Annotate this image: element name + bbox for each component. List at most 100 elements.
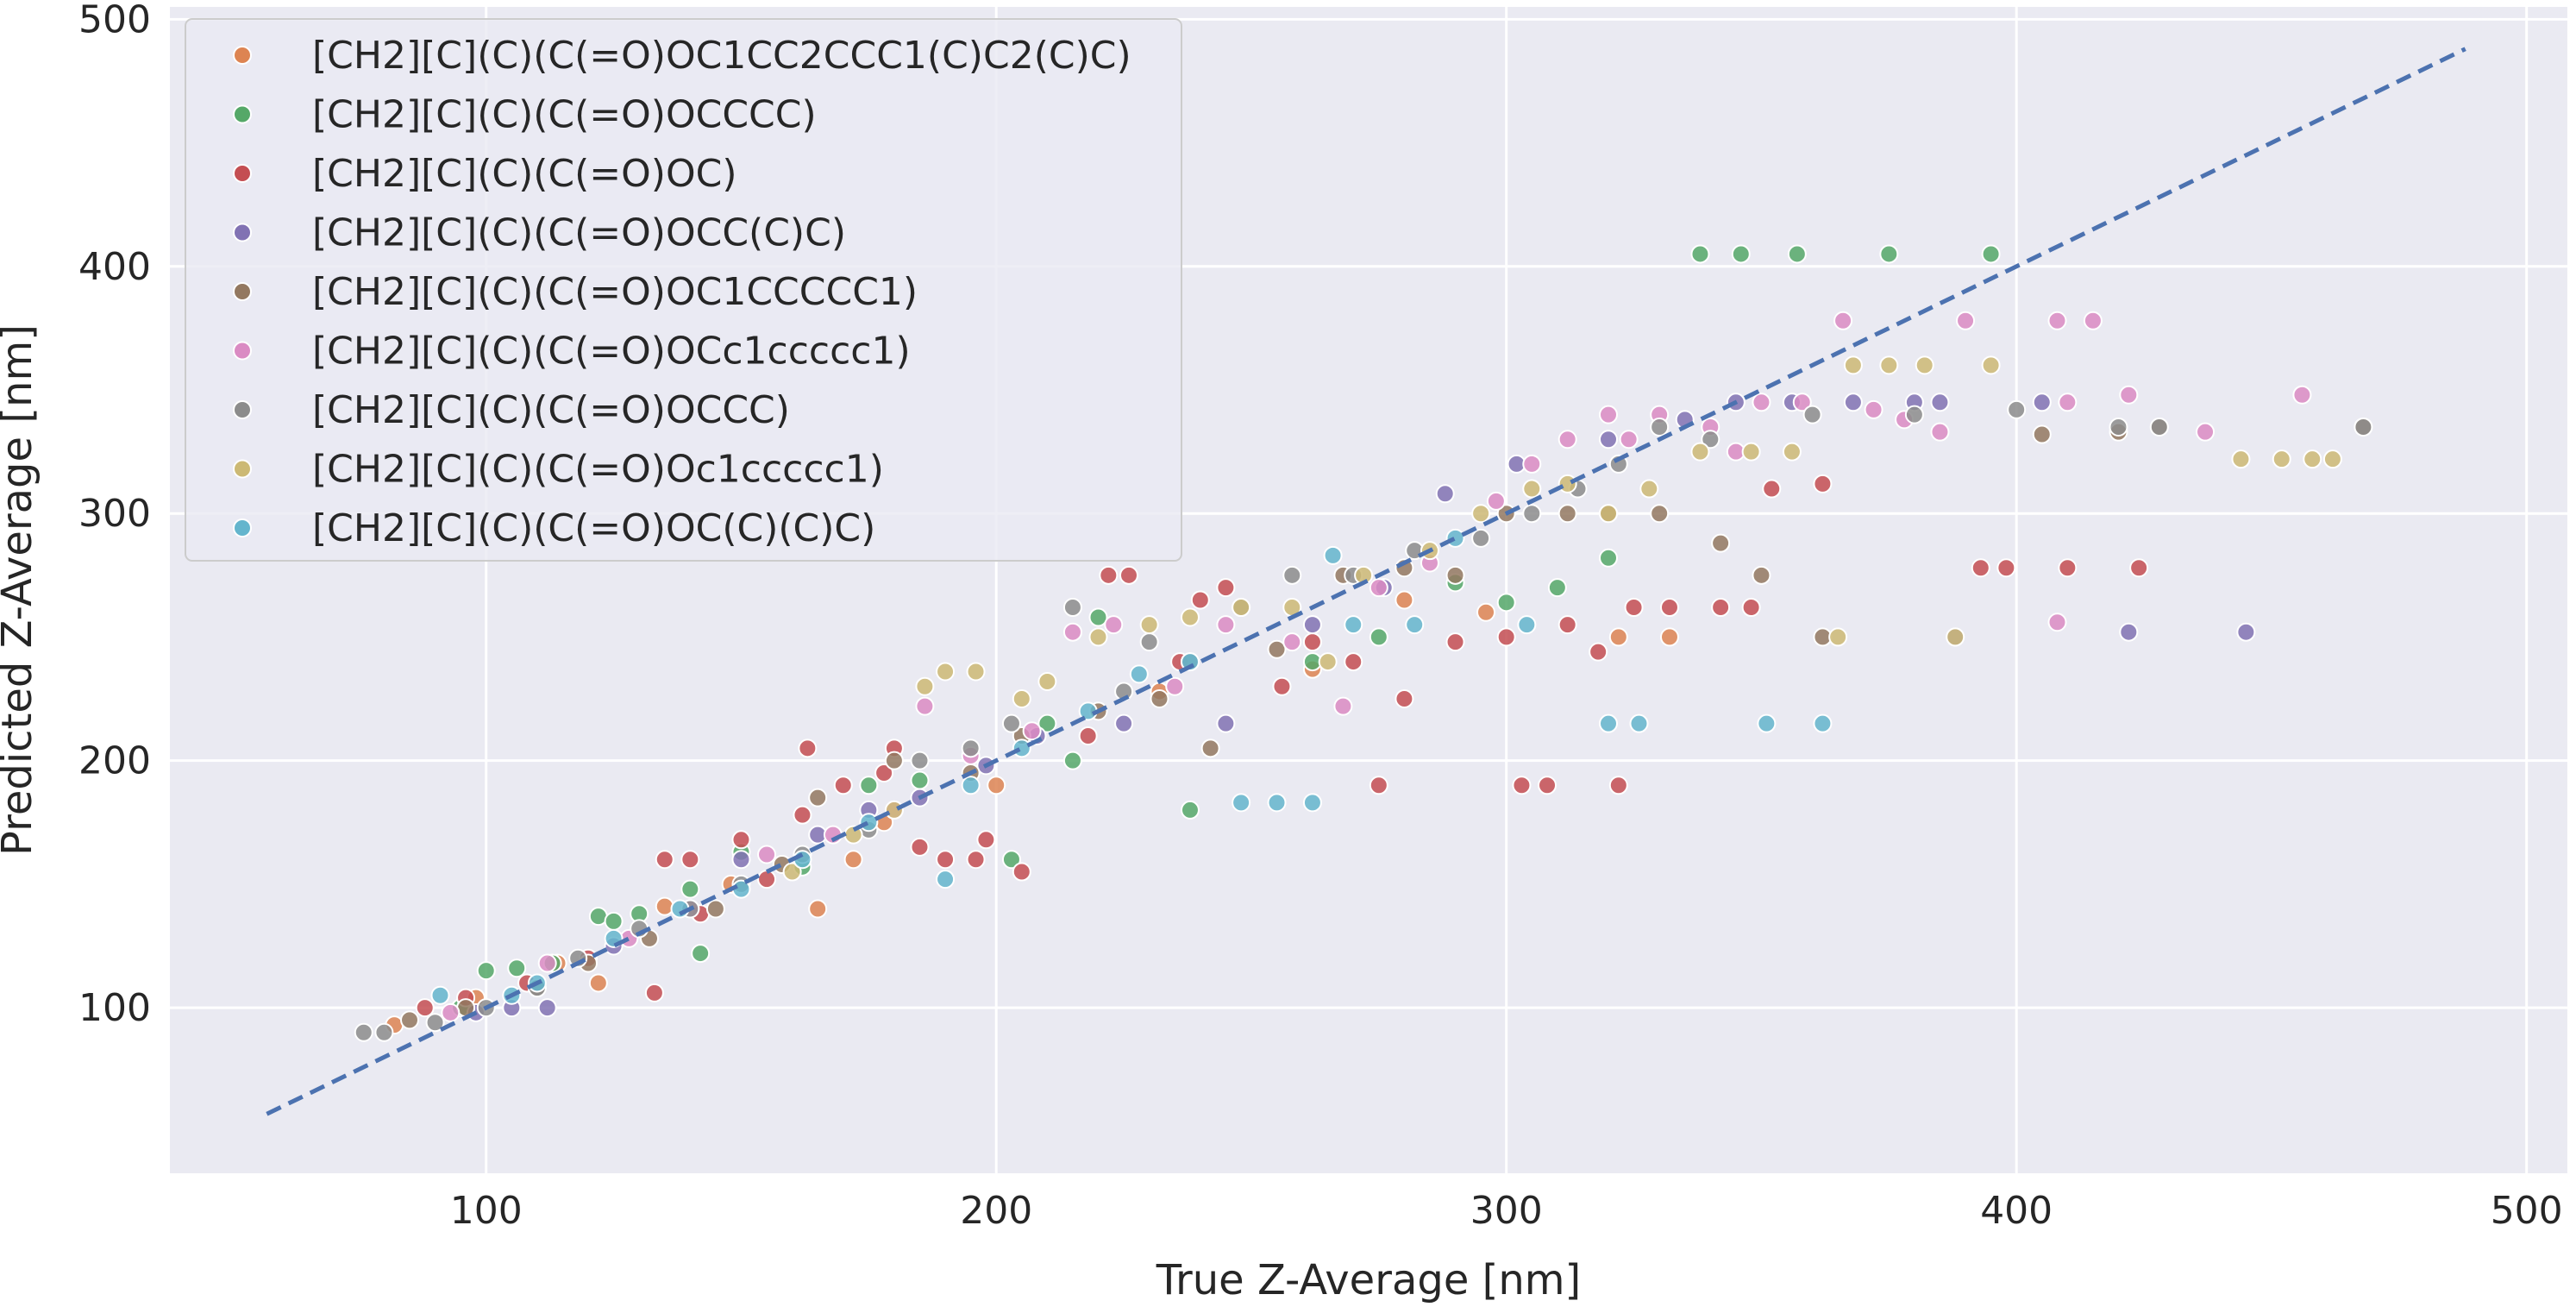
data-point: [1267, 793, 1287, 813]
data-point: [1062, 622, 1082, 642]
data-point: [1904, 405, 1924, 424]
data-point: [1282, 565, 1302, 585]
data-point: [1762, 479, 1782, 499]
data-point: [430, 985, 450, 1005]
data-point: [884, 751, 904, 770]
data-point: [1180, 652, 1200, 672]
data-point: [936, 662, 956, 682]
data-point: [1659, 598, 1679, 618]
data-point: [915, 696, 935, 716]
data-point: [966, 850, 986, 870]
data-point: [757, 845, 777, 864]
data-point: [1981, 244, 2001, 264]
data-point: [2272, 449, 2291, 469]
data-point: [2083, 311, 2103, 330]
data-point: [2231, 449, 2251, 469]
data-point: [1639, 479, 1659, 499]
legend-label: [CH2][C](C)(C(=O)OCc1ccccc1): [312, 330, 911, 374]
data-point: [2236, 622, 2256, 642]
data-point: [1522, 454, 1542, 474]
data-point: [1037, 671, 1057, 691]
data-point: [1302, 793, 1322, 813]
data-point: [1476, 602, 1496, 622]
data-point: [1496, 593, 1516, 613]
data-point: [1267, 639, 1287, 659]
data-point: [1956, 311, 1976, 330]
data-point: [680, 850, 700, 870]
x-tick-label: 500: [2491, 1189, 2563, 1233]
legend-label: [CH2][C](C)(C(=O)OCCC): [312, 388, 790, 432]
data-point: [1114, 713, 1134, 733]
data-point: [1757, 713, 1777, 733]
data-point: [1405, 615, 1425, 635]
data-point: [655, 850, 674, 870]
data-point: [1971, 558, 1990, 578]
data-point: [1216, 578, 1236, 598]
data-points: [354, 244, 2373, 1042]
data-point: [1731, 244, 1751, 264]
data-point: [1930, 422, 1950, 442]
data-point: [1558, 504, 1577, 524]
data-point: [843, 850, 863, 870]
data-point: [1139, 632, 1159, 652]
data-point: [425, 1013, 445, 1033]
data-point: [1558, 615, 1577, 635]
data-point: [2303, 449, 2322, 469]
data-point: [1129, 664, 1149, 684]
data-point: [2196, 422, 2216, 442]
data-point: [1282, 632, 1302, 652]
x-tick-label: 300: [1470, 1189, 1543, 1233]
data-point: [1344, 615, 1363, 635]
data-point: [1369, 627, 1388, 647]
data-point: [1435, 484, 1455, 504]
data-point: [415, 998, 435, 1018]
data-point: [987, 776, 1006, 795]
data-point: [808, 899, 828, 919]
data-point: [1012, 738, 1031, 758]
legend-label: [CH2][C](C)(C(=O)Oc1ccccc1): [312, 448, 884, 492]
data-point: [757, 870, 777, 889]
data-point: [1395, 590, 1414, 610]
data-point: [1650, 504, 1670, 524]
data-point: [1879, 355, 1899, 375]
data-point: [2119, 622, 2139, 642]
y-tick-label: 400: [78, 245, 151, 289]
data-point: [1323, 545, 1343, 565]
data-point: [2149, 417, 2169, 437]
x-tick-label: 100: [450, 1189, 523, 1233]
data-point: [1599, 405, 1618, 424]
data-point: [874, 763, 894, 782]
data-point: [1180, 800, 1200, 820]
data-point: [1216, 615, 1236, 635]
data-point: [1782, 442, 1802, 462]
data-point: [1752, 565, 1771, 585]
data-point: [1690, 442, 1710, 462]
data-point: [1599, 504, 1618, 524]
data-point: [1088, 607, 1108, 627]
data-point: [1711, 533, 1731, 553]
data-point: [1022, 721, 1042, 741]
legend-marker: [233, 223, 252, 242]
data-point: [1232, 598, 1251, 618]
data-point: [915, 676, 935, 696]
data-point: [1001, 713, 1021, 733]
data-point: [2109, 417, 2128, 437]
data-point: [782, 862, 802, 882]
data-point: [1981, 355, 2001, 375]
data-point: [507, 958, 527, 978]
data-point: [910, 751, 930, 770]
data-point: [537, 998, 557, 1018]
data-point: [1522, 479, 1542, 499]
data-point: [1608, 627, 1628, 647]
data-point: [1333, 696, 1353, 716]
data-point: [966, 662, 986, 682]
y-tick-label: 100: [78, 986, 151, 1030]
data-point: [1659, 627, 1679, 647]
data-point: [1787, 244, 1807, 264]
x-axis-label: True Z-Average [nm]: [1156, 1256, 1582, 1304]
legend: [CH2][C](C)(C(=O)OC1CC2CCC1(C)C2(C)C) [CH…: [185, 18, 1182, 562]
data-point: [1232, 793, 1251, 813]
reference-line-segment: [266, 47, 2466, 1116]
y-tick-label: 300: [78, 492, 151, 536]
data-point: [1599, 548, 1618, 568]
